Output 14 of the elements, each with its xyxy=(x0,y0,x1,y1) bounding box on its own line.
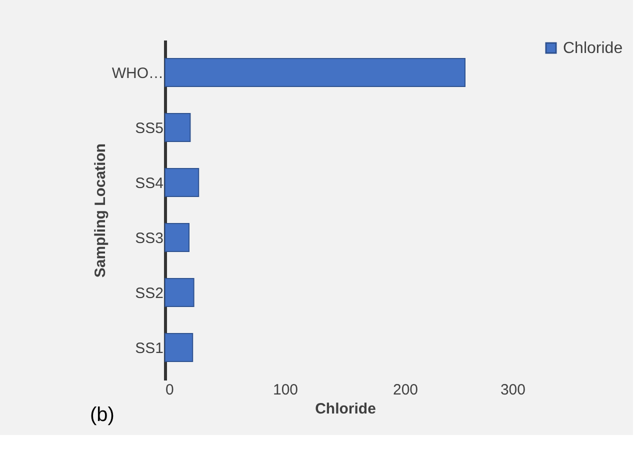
y-tick-label: SS5 xyxy=(135,120,164,137)
x-axis-title: Chloride xyxy=(315,400,376,418)
y-tick-label: SS2 xyxy=(135,285,164,302)
y-axis-title: Sampling Location xyxy=(92,143,109,278)
text: (b) xyxy=(90,404,114,426)
y-tick-label: SS1 xyxy=(135,340,164,357)
y-tick-label: SS3 xyxy=(135,230,164,247)
y-tick-label: SS4 xyxy=(135,175,164,192)
x-tick-label: 100 xyxy=(272,382,298,398)
legend-label: Chloride xyxy=(563,40,623,57)
x-tick-label: 200 xyxy=(392,382,418,398)
x-tick-label: 0 xyxy=(166,382,174,398)
x-tick-label: 300 xyxy=(500,382,526,398)
y-tick-label: WHO… xyxy=(112,65,164,82)
